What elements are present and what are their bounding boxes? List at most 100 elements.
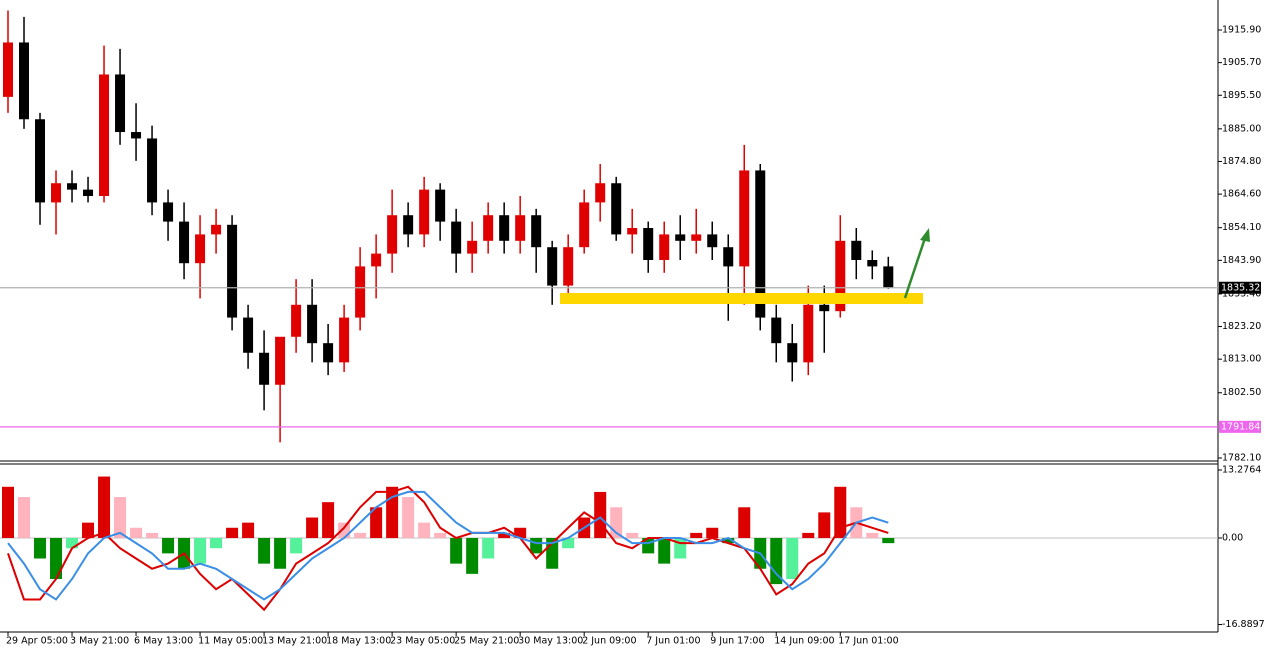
x-tick-label: 2 Jun 09:00 bbox=[582, 636, 636, 647]
histogram-bar bbox=[306, 517, 319, 539]
histogram-bar bbox=[162, 538, 175, 554]
candle-body bbox=[675, 234, 686, 241]
candle-body bbox=[867, 259, 878, 267]
histogram-bar bbox=[210, 538, 223, 549]
histogram-bar bbox=[322, 502, 335, 539]
histogram-bar bbox=[626, 532, 639, 539]
candle-body bbox=[467, 240, 478, 254]
candle-body bbox=[547, 247, 558, 286]
histogram-bar bbox=[354, 532, 367, 539]
candle-body bbox=[611, 183, 622, 235]
histogram-bar bbox=[706, 527, 719, 539]
histogram-bar bbox=[290, 538, 303, 554]
histogram-bar bbox=[498, 532, 511, 539]
y-tick-label: 13.2764 bbox=[1222, 465, 1261, 476]
histogram-bar bbox=[722, 538, 735, 544]
x-tick-label: 9 Jun 17:00 bbox=[710, 636, 764, 647]
histogram-bar bbox=[242, 522, 255, 539]
candle-body bbox=[403, 215, 414, 235]
candle-body bbox=[323, 343, 334, 363]
candle-body bbox=[691, 234, 702, 241]
candle-body bbox=[307, 304, 318, 344]
candle-body bbox=[579, 202, 590, 248]
candle-body bbox=[803, 304, 814, 363]
histogram-bar bbox=[338, 522, 351, 539]
x-tick-label: 25 May 21:00 bbox=[454, 636, 519, 647]
y-tick-label: 1823.20 bbox=[1222, 321, 1261, 332]
y-tick-label: 1813.00 bbox=[1222, 354, 1261, 365]
candle-body bbox=[291, 304, 302, 337]
histogram-bar bbox=[690, 532, 703, 539]
candle-body bbox=[419, 189, 430, 235]
x-tick-label: 30 May 13:00 bbox=[518, 636, 583, 647]
histogram-bar bbox=[786, 538, 799, 579]
candle-body bbox=[499, 215, 510, 241]
histogram-bar bbox=[98, 476, 111, 539]
indicator-line bbox=[7, 490, 889, 601]
candle-body bbox=[131, 132, 142, 139]
x-tick-label: 7 Jun 01:00 bbox=[646, 636, 700, 647]
histogram-bar bbox=[386, 486, 399, 539]
x-tick-label: 13 May 21:00 bbox=[262, 636, 327, 647]
histogram-bar bbox=[146, 532, 159, 539]
histogram-bar bbox=[738, 507, 751, 539]
y-tick-label: 1905.70 bbox=[1222, 57, 1261, 68]
histogram-bar bbox=[594, 491, 607, 539]
arrow-shaft bbox=[903, 237, 927, 299]
histogram-bar bbox=[50, 538, 63, 579]
y-tick-label: 1854.10 bbox=[1222, 222, 1261, 233]
plot: 1915.90 1905.70 1895.50 1885.00 1874.80 1864.… bbox=[0, 10, 1265, 647]
x-tick-label: 3 May 21:00 bbox=[70, 636, 129, 647]
price-label: 1835.32 bbox=[1221, 282, 1260, 293]
histogram-bar bbox=[482, 538, 495, 559]
candle-body bbox=[259, 352, 270, 385]
x-tick-label: 6 May 13:00 bbox=[134, 636, 193, 647]
x-tick-label: 18 May 13:00 bbox=[326, 636, 391, 647]
price-label: 1791.84 bbox=[1221, 421, 1260, 432]
candle-body bbox=[515, 215, 526, 241]
candle-body bbox=[147, 138, 158, 203]
y-tick-label: 1802.50 bbox=[1222, 387, 1261, 398]
candle-body bbox=[739, 170, 750, 267]
x-tick-label: 14 Jun 09:00 bbox=[774, 636, 834, 647]
candle-body bbox=[83, 189, 94, 197]
y-tick-label: -16.8897 bbox=[1222, 619, 1265, 630]
candle-body bbox=[851, 240, 862, 260]
price-label-box bbox=[1219, 420, 1261, 433]
histogram-bar bbox=[18, 497, 31, 539]
histogram-bar bbox=[434, 532, 447, 539]
y-tick-label: 1895.50 bbox=[1222, 90, 1261, 101]
histogram-bar bbox=[834, 486, 847, 539]
histogram-bar bbox=[274, 538, 287, 569]
candle-body bbox=[195, 234, 206, 264]
candle-body bbox=[355, 266, 366, 318]
histogram-bar bbox=[658, 538, 671, 564]
candle-body bbox=[387, 215, 398, 254]
candle-body bbox=[755, 170, 766, 318]
y-tick-label: 1843.90 bbox=[1222, 255, 1261, 266]
histogram-bar bbox=[114, 497, 127, 539]
histogram-bar bbox=[562, 538, 575, 549]
histogram-bar bbox=[450, 538, 463, 564]
histogram-bar bbox=[802, 532, 815, 539]
candle-body bbox=[595, 183, 606, 203]
histogram-bar bbox=[818, 512, 831, 539]
candle-body bbox=[339, 317, 350, 363]
candle-body bbox=[643, 228, 654, 260]
x-tick-label: 29 Apr 05:00 bbox=[6, 636, 68, 647]
candle-body bbox=[435, 189, 446, 222]
histogram-bar bbox=[82, 522, 95, 539]
y-tick-label: 1864.60 bbox=[1222, 189, 1261, 200]
histogram-bar bbox=[882, 538, 895, 544]
candle-body bbox=[179, 221, 190, 264]
y-tick-label: 1833.40 bbox=[1222, 288, 1261, 299]
price-label-box bbox=[1219, 281, 1261, 294]
y-tick-label: 1885.00 bbox=[1222, 123, 1261, 134]
histogram-bar bbox=[2, 486, 15, 539]
candle-body bbox=[227, 224, 238, 318]
x-tick-label: 17 Jun 01:00 bbox=[838, 636, 898, 647]
histogram-bar bbox=[226, 527, 239, 539]
y-tick-label: 1782.10 bbox=[1222, 453, 1261, 464]
candle-body bbox=[211, 224, 222, 235]
